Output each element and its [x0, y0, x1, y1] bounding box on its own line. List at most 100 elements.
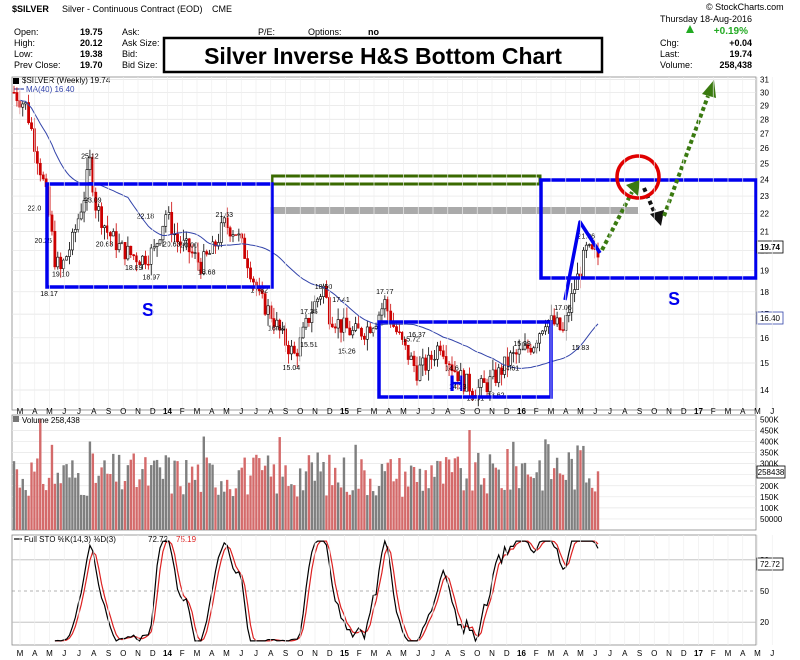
candle-body — [62, 259, 66, 269]
volume-bar — [135, 487, 138, 530]
volume-bar — [284, 465, 287, 530]
candle-body — [409, 355, 413, 360]
right-shoulder-label: S — [668, 289, 680, 309]
x-tick-label: N — [489, 649, 495, 658]
volume-bar — [596, 471, 600, 530]
price-label: 18.68 — [198, 269, 216, 276]
exchange: CME — [212, 4, 232, 14]
ma-badge — [756, 311, 784, 325]
volume-bar — [494, 467, 497, 530]
candle-body — [158, 239, 162, 245]
candle-body — [544, 326, 547, 332]
volume-bar — [520, 463, 524, 530]
x-tick-label: M — [223, 649, 230, 658]
volume-bar — [485, 493, 489, 530]
volume-bar — [173, 460, 176, 530]
candle-body — [307, 317, 311, 323]
candle-body — [459, 370, 463, 382]
candle-body — [339, 319, 343, 333]
volume-bar — [506, 449, 509, 530]
x-tick-label: J — [431, 649, 435, 658]
volume-bar — [462, 490, 465, 530]
volume-bars — [12, 419, 600, 530]
price-legend: $SILVER (Weekly) 19.74 — [22, 76, 111, 85]
x-tick-label: M — [46, 407, 53, 416]
volume-bar — [477, 452, 480, 530]
ma-value: 16.40 — [760, 314, 781, 323]
candle-body — [82, 200, 86, 213]
volume-legend: Volume 258,438 — [22, 416, 80, 425]
volume-bar — [553, 468, 556, 530]
volume-bar — [374, 495, 378, 530]
x-tick-label: O — [651, 407, 657, 416]
volume-bar — [345, 491, 349, 530]
left-shoulder-label: S — [142, 300, 154, 320]
volume-bar — [275, 493, 278, 530]
candle-body — [152, 246, 156, 249]
volume-bar — [366, 495, 369, 530]
volume-bar — [152, 460, 156, 530]
candle-body — [354, 323, 358, 331]
volume-bar — [296, 496, 299, 530]
volume-bar — [354, 444, 357, 530]
quote-label: Open: — [14, 27, 39, 37]
ma-legend: MA(40) 16.40 — [26, 85, 75, 94]
x-tick-label: J — [593, 407, 597, 416]
volume-bar — [576, 445, 579, 530]
volume-bar — [555, 457, 559, 530]
y-tick-label: 28 — [760, 115, 769, 124]
candle-body — [190, 251, 194, 254]
x-tick-label: N — [489, 407, 495, 416]
x-tick-label: 16 — [517, 407, 526, 416]
y-tick-label: 31 — [760, 76, 769, 85]
volume-bar — [325, 495, 328, 530]
volume-bar — [298, 468, 302, 530]
x-tick-label: J — [416, 407, 420, 416]
ma40-line — [19, 99, 599, 369]
volume-bar — [261, 470, 264, 530]
candle-body — [111, 231, 115, 237]
volume-bar — [65, 464, 68, 530]
volume-bar — [272, 464, 276, 530]
candle-body — [316, 298, 320, 303]
volume-bar — [544, 439, 547, 530]
candle-body — [103, 225, 106, 228]
sto-d-value: 75.19 — [176, 535, 197, 544]
y-tick-label: 24 — [760, 175, 769, 184]
up-arrow-icon — [686, 25, 694, 33]
price-label: 15.51 — [300, 342, 318, 349]
volume-bar — [109, 473, 112, 530]
price-label: 15.04 — [283, 365, 301, 372]
candle-body — [164, 214, 168, 227]
y-tick-label: 30 — [760, 88, 769, 97]
volume-bar — [59, 483, 62, 530]
volume-bar — [36, 458, 39, 530]
volume-badge — [756, 465, 786, 479]
x-tick-label: 14 — [163, 407, 172, 416]
candle-body — [517, 348, 521, 355]
price-panel — [11, 76, 757, 411]
y-tick-label: 27 — [760, 129, 769, 138]
volume-bar — [141, 469, 144, 530]
volume-bar — [371, 491, 375, 530]
x-tick-label: F — [711, 649, 716, 658]
volume-bar — [158, 467, 162, 530]
candle-body — [123, 242, 127, 260]
candle-body — [59, 256, 63, 269]
volume-bar — [313, 480, 316, 530]
candle-body — [468, 373, 471, 392]
volume-bar — [103, 460, 106, 530]
candle-body — [587, 244, 591, 246]
candle-body — [424, 357, 428, 371]
chart-title: Silver Inverse H&S Bottom Chart — [204, 43, 562, 69]
volume-bar — [33, 471, 36, 530]
y-tick-label: 22 — [760, 209, 769, 218]
volume-bar — [424, 470, 427, 530]
volume-bar — [570, 458, 573, 530]
quote-date: Thursday 18-Aug-2016 — [660, 14, 752, 24]
candle-body — [330, 323, 334, 328]
candle-body — [398, 331, 401, 333]
volume-bar — [138, 479, 141, 530]
stochastic-k-line — [54, 539, 599, 643]
options-value: no — [368, 27, 379, 37]
